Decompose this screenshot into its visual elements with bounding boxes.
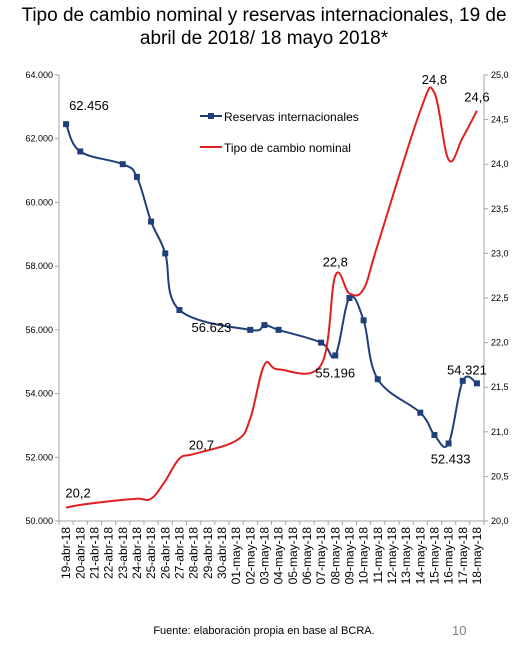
x-axis-category-label: 03-may-18 [257,527,271,585]
data-point-reservas [119,161,126,168]
data-label: 20,7 [189,438,214,453]
source-footnote: Fuente: elaboración propia en base al BC… [153,625,375,637]
right-axis-tick-label: 22,5 [491,293,509,303]
chart-title-line-1: Tipo de cambio nominal y reservas intern… [21,5,507,26]
left-axis-tick-label: 54.000 [25,389,53,399]
data-point-reservas [247,326,254,333]
left-axis-tick-label: 64.000 [25,70,53,80]
x-axis-category-label: 05-may-18 [286,527,300,585]
x-axis-category-label: 27-abr-18 [172,527,186,579]
x-axis-category-label: 07-may-18 [314,527,328,585]
x-axis-category-label: 04-may-18 [272,527,286,585]
chart-title: Tipo de cambio nominal y reservas intern… [0,4,528,50]
data-label: 24,6 [464,90,489,105]
x-axis-category-label: 02-may-18 [243,527,257,585]
left-axis-tick-label: 58.000 [25,261,53,271]
data-point-reservas [261,322,268,329]
left-axis-tick-label: 52.000 [25,452,53,462]
data-point-reservas [431,431,438,438]
series-line-reservas [65,123,478,449]
data-point-reservas [346,295,353,301]
x-axis-category-label: 25-abr-18 [144,527,158,579]
x-axis-category-label: 26-abr-18 [158,527,172,579]
left-axis-tick-label: 62.000 [25,134,53,144]
data-label: 52.433 [431,451,471,466]
x-axis-category-label: 15-may-18 [427,527,441,585]
x-axis-category-label: 17-may-18 [456,527,470,585]
data-label: 22,8 [323,255,348,270]
right-axis-tick-label: 25,0 [491,70,509,80]
x-axis-category-label: 23-abr-18 [116,527,130,579]
right-axis-tick-label: 21,0 [491,427,509,437]
data-point-reservas [445,440,452,447]
x-axis-category-label: 24-abr-18 [130,527,144,579]
right-axis-tick-label: 24,5 [491,115,509,125]
right-axis-tick-label: 23,0 [491,248,509,258]
data-point-reservas [176,307,183,314]
legend-label-tipo-de-cambio: Tipo de cambio nominal [224,141,351,155]
x-axis-category-label: 18-may-18 [470,527,484,585]
data-point-reservas [360,317,367,324]
right-axis-tick-label: 20,0 [491,516,509,526]
data-label: 62.456 [69,98,109,113]
data-label: 55.196 [315,365,355,380]
data-point-reservas [332,352,339,359]
data-point-reservas [77,148,84,155]
right-axis-tick-label: 23,5 [491,204,509,214]
x-axis-category-label: 20-abr-18 [73,527,87,579]
x-axis-category-label: 16-may-18 [442,527,456,585]
page-number: 10 [452,623,467,638]
x-axis-category-label: 21-abr-18 [87,527,101,579]
chart-title-line-2: abril de 2018/ 18 mayo 2018* [139,28,389,49]
data-point-reservas [162,250,169,257]
left-axis-tick-label: 50.000 [25,516,53,526]
legend-label-reservas: Reservas internacionales [224,110,359,124]
x-axis-category-label: 09-may-18 [342,527,356,585]
x-axis-category-label: 11-may-18 [371,527,385,584]
data-label: 54.321 [447,362,487,377]
left-axis-tick-label: 56.000 [25,325,53,335]
right-axis-tick-label: 22,0 [491,338,509,348]
x-axis-category-label: 30-abr-18 [215,527,229,579]
data-point-reservas [374,376,381,383]
x-axis-category-label: 22-abr-18 [102,527,116,579]
x-axis-category-label: 12-may-18 [385,527,399,585]
data-point-reservas [63,121,70,128]
x-axis-category-label: 10-may-18 [357,527,371,585]
data-point-reservas [318,339,325,346]
x-axis-category-label: 14-may-18 [413,527,427,585]
data-point-reservas [148,218,155,225]
x-axis-category-label: 13-may-18 [399,527,413,585]
data-point-reservas [133,173,140,180]
x-axis-category-label: 19-abr-18 [59,527,73,579]
data-label: 24,8 [422,72,447,87]
right-axis-tick-label: 24,0 [491,159,509,169]
legend-marker-reservas [208,113,214,119]
left-axis-tick-label: 60.000 [25,197,53,207]
x-axis-category-label: 06-may-18 [300,527,314,585]
x-axis-category-label: 08-may-18 [328,527,342,585]
data-point-reservas [473,380,480,387]
right-axis-tick-label: 21,5 [491,382,509,392]
data-point-reservas [459,377,466,384]
x-axis-category-label: 29-abr-18 [201,527,215,579]
x-axis-category-label: 28-abr-18 [187,527,201,579]
right-axis-tick-label: 20,5 [491,471,509,481]
series-line-tipo-de-cambio [65,86,478,509]
data-label: 20,2 [65,486,90,501]
data-point-reservas [275,326,282,333]
data-label: 56.623 [192,320,232,335]
x-axis-category-label: 01-may-18 [229,527,243,585]
data-point-reservas [417,409,424,416]
